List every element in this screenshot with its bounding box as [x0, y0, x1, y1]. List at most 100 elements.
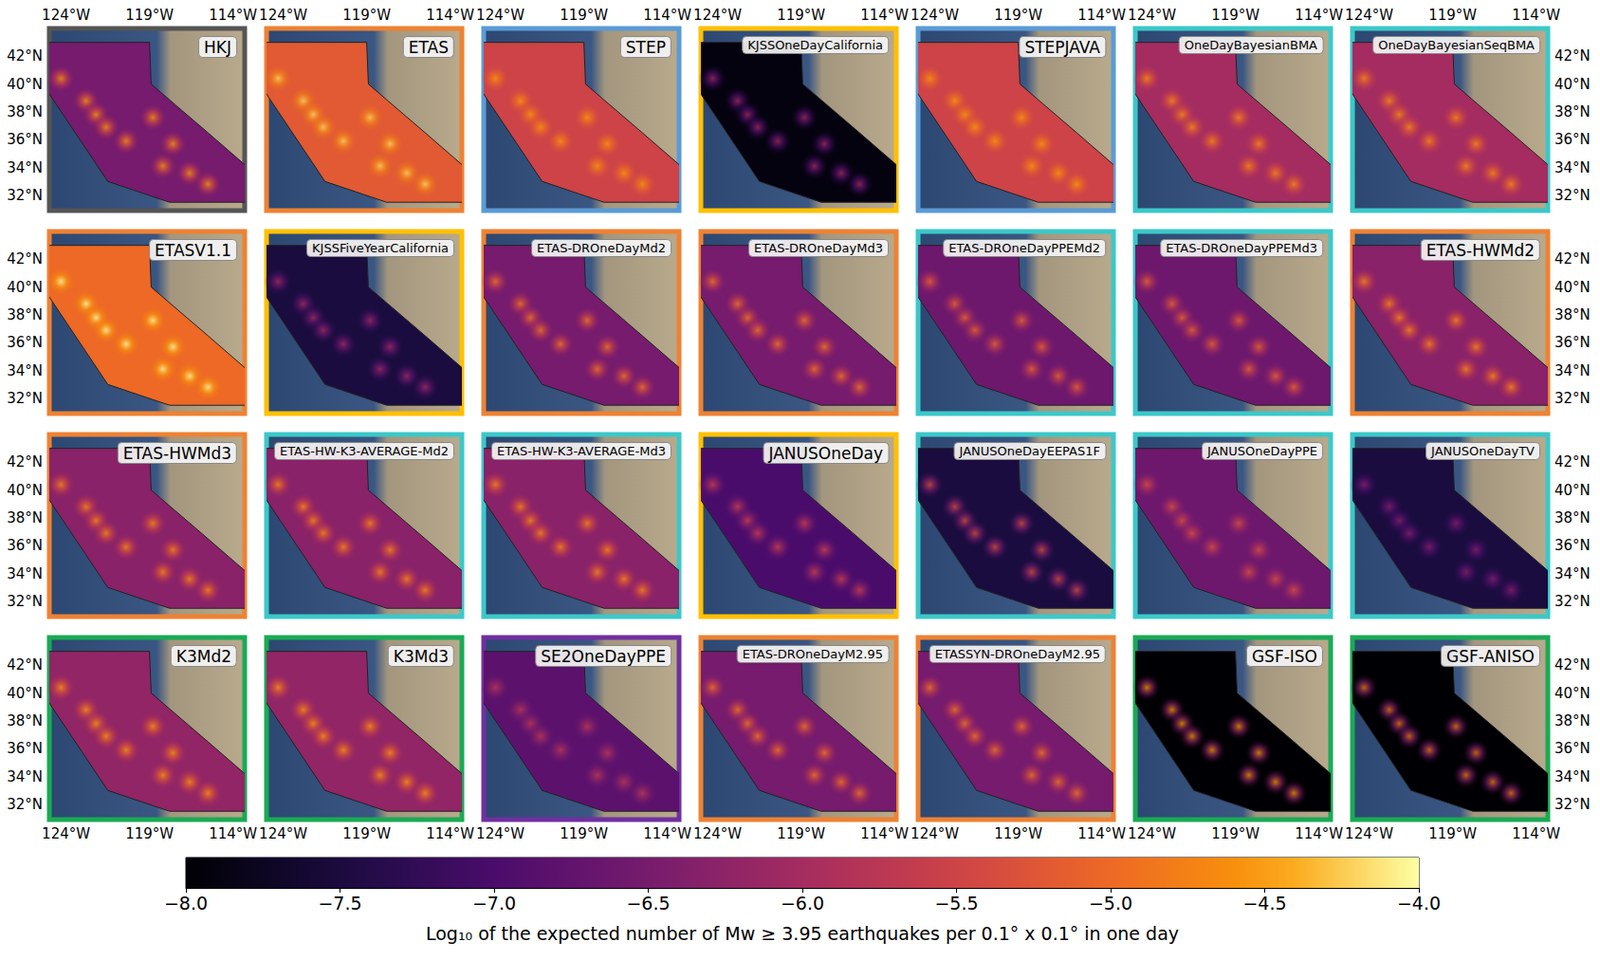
svg-text:−6.5: −6.5: [625, 892, 670, 914]
svg-text:SE2OneDayPPE: SE2OneDayPPE: [540, 646, 666, 666]
svg-text:40°N: 40°N: [1554, 481, 1591, 499]
svg-text:38°N: 38°N: [6, 509, 43, 527]
svg-text:36°N: 36°N: [6, 739, 43, 757]
svg-text:124°W: 124°W: [1127, 825, 1177, 843]
svg-text:−7.5: −7.5: [317, 892, 362, 914]
svg-text:ETAS-DROneDayMd3: ETAS-DROneDayMd3: [754, 240, 883, 256]
svg-text:40°N: 40°N: [6, 684, 43, 702]
svg-text:38°N: 38°N: [6, 306, 43, 324]
svg-text:114°W: 114°W: [1077, 825, 1126, 843]
svg-text:40°N: 40°N: [1554, 684, 1591, 702]
svg-text:42°N: 42°N: [1554, 47, 1591, 65]
svg-text:32°N: 32°N: [1554, 592, 1591, 610]
svg-text:36°N: 36°N: [6, 130, 43, 148]
svg-text:119°W: 119°W: [776, 6, 826, 24]
svg-text:114°W: 114°W: [1294, 6, 1343, 24]
svg-text:124°W: 124°W: [910, 6, 959, 24]
svg-text:124°W: 124°W: [910, 825, 959, 843]
svg-text:JANUSOneDayTV: JANUSOneDayTV: [1430, 443, 1535, 459]
svg-text:119°W: 119°W: [993, 6, 1043, 24]
svg-text:119°W: 119°W: [776, 825, 826, 843]
svg-text:114°W: 114°W: [643, 825, 692, 843]
svg-text:32°N: 32°N: [6, 389, 43, 407]
svg-text:40°N: 40°N: [6, 278, 43, 296]
svg-text:ETAS-HWMd2: ETAS-HWMd2: [1426, 240, 1535, 260]
svg-text:114°W: 114°W: [208, 6, 258, 24]
svg-text:ETASSYN-DROneDayM2.95: ETASSYN-DROneDayM2.95: [935, 646, 1101, 662]
svg-text:32°N: 32°N: [6, 592, 43, 610]
svg-text:36°N: 36°N: [1554, 333, 1591, 351]
svg-text:STEP: STEP: [625, 37, 666, 57]
svg-text:119°W: 119°W: [125, 825, 174, 843]
svg-text:GSF-ISO: GSF-ISO: [1251, 646, 1318, 666]
svg-text:OneDayBayesianSeqBMA: OneDayBayesianSeqBMA: [1378, 37, 1535, 53]
svg-text:34°N: 34°N: [6, 768, 43, 786]
svg-text:119°W: 119°W: [125, 6, 174, 24]
svg-text:119°W: 119°W: [342, 6, 391, 24]
svg-text:−5.0: −5.0: [1088, 892, 1133, 914]
svg-text:34°N: 34°N: [1554, 159, 1591, 177]
svg-text:114°W: 114°W: [1077, 6, 1126, 24]
svg-text:K3Md2: K3Md2: [176, 646, 232, 666]
svg-text:JANUSOneDayPPE: JANUSOneDayPPE: [1206, 443, 1318, 459]
svg-text:124°W: 124°W: [1127, 6, 1177, 24]
svg-text:STEPJAVA: STEPJAVA: [1024, 37, 1101, 57]
svg-text:32°N: 32°N: [6, 795, 43, 813]
svg-text:34°N: 34°N: [6, 565, 43, 583]
svg-text:38°N: 38°N: [1554, 509, 1591, 527]
svg-text:119°W: 119°W: [1211, 6, 1260, 24]
svg-text:GSF-ANISO: GSF-ANISO: [1446, 646, 1535, 666]
svg-text:114°W: 114°W: [1511, 825, 1561, 843]
svg-text:JANUSOneDay: JANUSOneDay: [768, 443, 883, 463]
svg-text:114°W: 114°W: [208, 825, 258, 843]
svg-text:114°W: 114°W: [860, 6, 909, 24]
svg-text:114°W: 114°W: [1511, 6, 1561, 24]
svg-text:ETAS-DROneDayPPEMd3: ETAS-DROneDayPPEMd3: [1165, 240, 1318, 256]
svg-text:32°N: 32°N: [1554, 795, 1591, 813]
svg-text:KJSSOneDayCalifornia: KJSSOneDayCalifornia: [747, 37, 883, 53]
svg-text:124°W: 124°W: [258, 6, 308, 24]
svg-text:32°N: 32°N: [1554, 389, 1591, 407]
svg-text:114°W: 114°W: [643, 6, 692, 24]
svg-text:40°N: 40°N: [1554, 278, 1591, 296]
svg-text:ETAS-HWMd3: ETAS-HWMd3: [123, 443, 232, 463]
svg-text:124°W: 124°W: [258, 825, 308, 843]
svg-text:38°N: 38°N: [1554, 306, 1591, 324]
svg-text:−6.0: −6.0: [780, 892, 825, 914]
svg-text:42°N: 42°N: [6, 47, 43, 65]
svg-text:JANUSOneDayEEPAS1F: JANUSOneDayEEPAS1F: [958, 443, 1101, 459]
svg-text:40°N: 40°N: [6, 75, 43, 93]
svg-text:36°N: 36°N: [6, 333, 43, 351]
svg-text:ETASV1.1: ETASV1.1: [154, 240, 232, 260]
svg-text:42°N: 42°N: [1554, 656, 1591, 674]
svg-text:−4.0: −4.0: [1397, 892, 1441, 914]
svg-text:36°N: 36°N: [1554, 739, 1591, 757]
svg-text:124°W: 124°W: [1344, 825, 1394, 843]
svg-text:38°N: 38°N: [1554, 103, 1591, 121]
svg-text:Log₁₀ of the expected number o: Log₁₀ of the expected number of Mw ≥ 3.9…: [425, 922, 1179, 944]
svg-text:−8.0: −8.0: [164, 892, 208, 914]
svg-text:124°W: 124°W: [693, 6, 742, 24]
svg-text:42°N: 42°N: [6, 453, 43, 471]
svg-text:34°N: 34°N: [6, 159, 43, 177]
svg-text:42°N: 42°N: [6, 250, 43, 268]
svg-text:114°W: 114°W: [860, 825, 909, 843]
svg-text:114°W: 114°W: [425, 825, 475, 843]
svg-text:36°N: 36°N: [1554, 130, 1591, 148]
svg-text:OneDayBayesianBMA: OneDayBayesianBMA: [1184, 37, 1318, 53]
svg-text:34°N: 34°N: [1554, 362, 1591, 380]
svg-text:40°N: 40°N: [1554, 75, 1591, 93]
svg-text:38°N: 38°N: [6, 103, 43, 121]
svg-text:−4.5: −4.5: [1242, 892, 1287, 914]
svg-text:42°N: 42°N: [6, 656, 43, 674]
svg-text:32°N: 32°N: [1554, 186, 1591, 204]
svg-text:119°W: 119°W: [342, 825, 391, 843]
svg-text:124°W: 124°W: [41, 6, 91, 24]
svg-text:119°W: 119°W: [559, 6, 608, 24]
svg-text:K3Md3: K3Md3: [393, 646, 449, 666]
svg-text:119°W: 119°W: [993, 825, 1043, 843]
svg-text:34°N: 34°N: [1554, 768, 1591, 786]
svg-text:42°N: 42°N: [1554, 453, 1591, 471]
svg-text:124°W: 124°W: [476, 6, 525, 24]
svg-text:114°W: 114°W: [1294, 825, 1343, 843]
